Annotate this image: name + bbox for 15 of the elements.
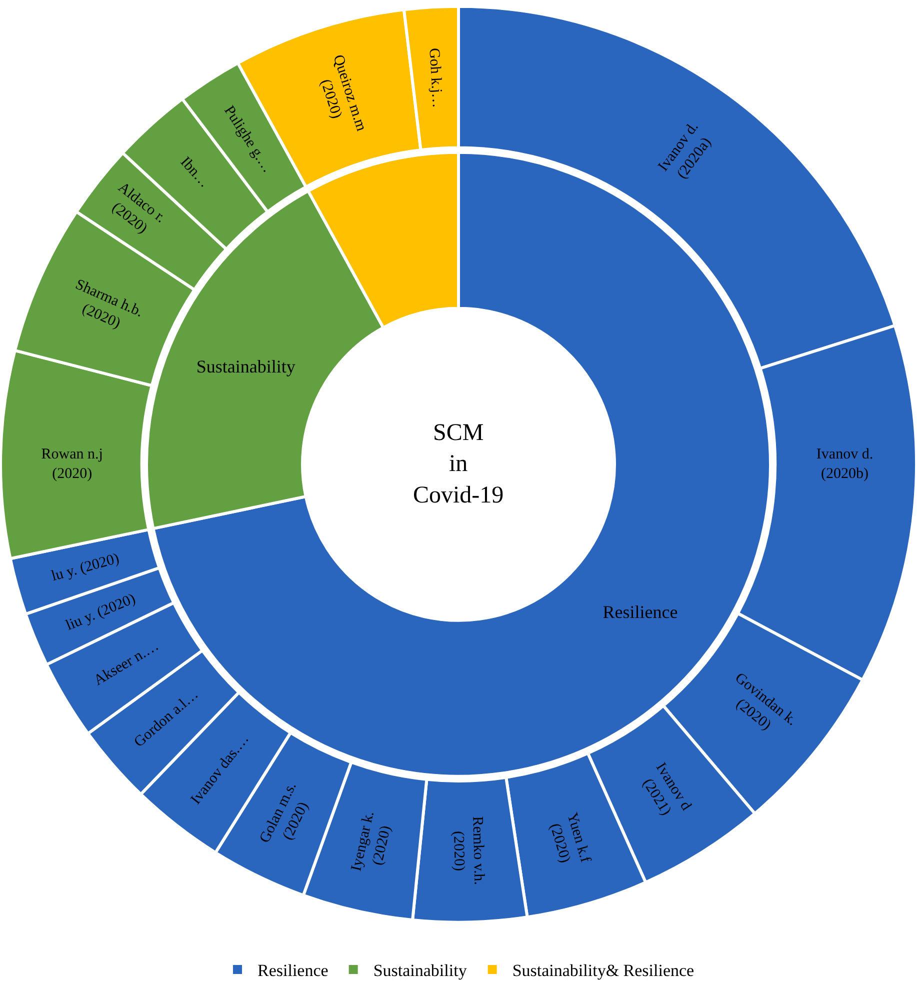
- slice-label: Ivanov d. (2020b): [816, 446, 874, 482]
- text: SCM in Covid-19: [413, 420, 504, 508]
- slice-label: Iyengar k. (2020): [348, 810, 394, 873]
- slice-label: Rowan n.j (2020): [41, 446, 103, 482]
- slice-label: Goh k.j…: [426, 48, 446, 108]
- legend-label: Sustainability: [373, 961, 468, 980]
- data-label: Sustainability: [196, 356, 296, 377]
- slice-label: Remko v.h. (2020): [450, 816, 487, 886]
- legend-label: Sustainability& Resilience: [512, 961, 694, 980]
- slice-label: liu y. (2020): [64, 591, 138, 634]
- legend-label: Resilience: [258, 961, 328, 980]
- data-label: Resilience: [602, 602, 678, 622]
- slice-label: Yuen k.f (2020): [546, 811, 594, 865]
- slice-label: lu y. (2020): [50, 550, 121, 585]
- slice-label: Queiroz m.m (2020): [317, 52, 370, 134]
